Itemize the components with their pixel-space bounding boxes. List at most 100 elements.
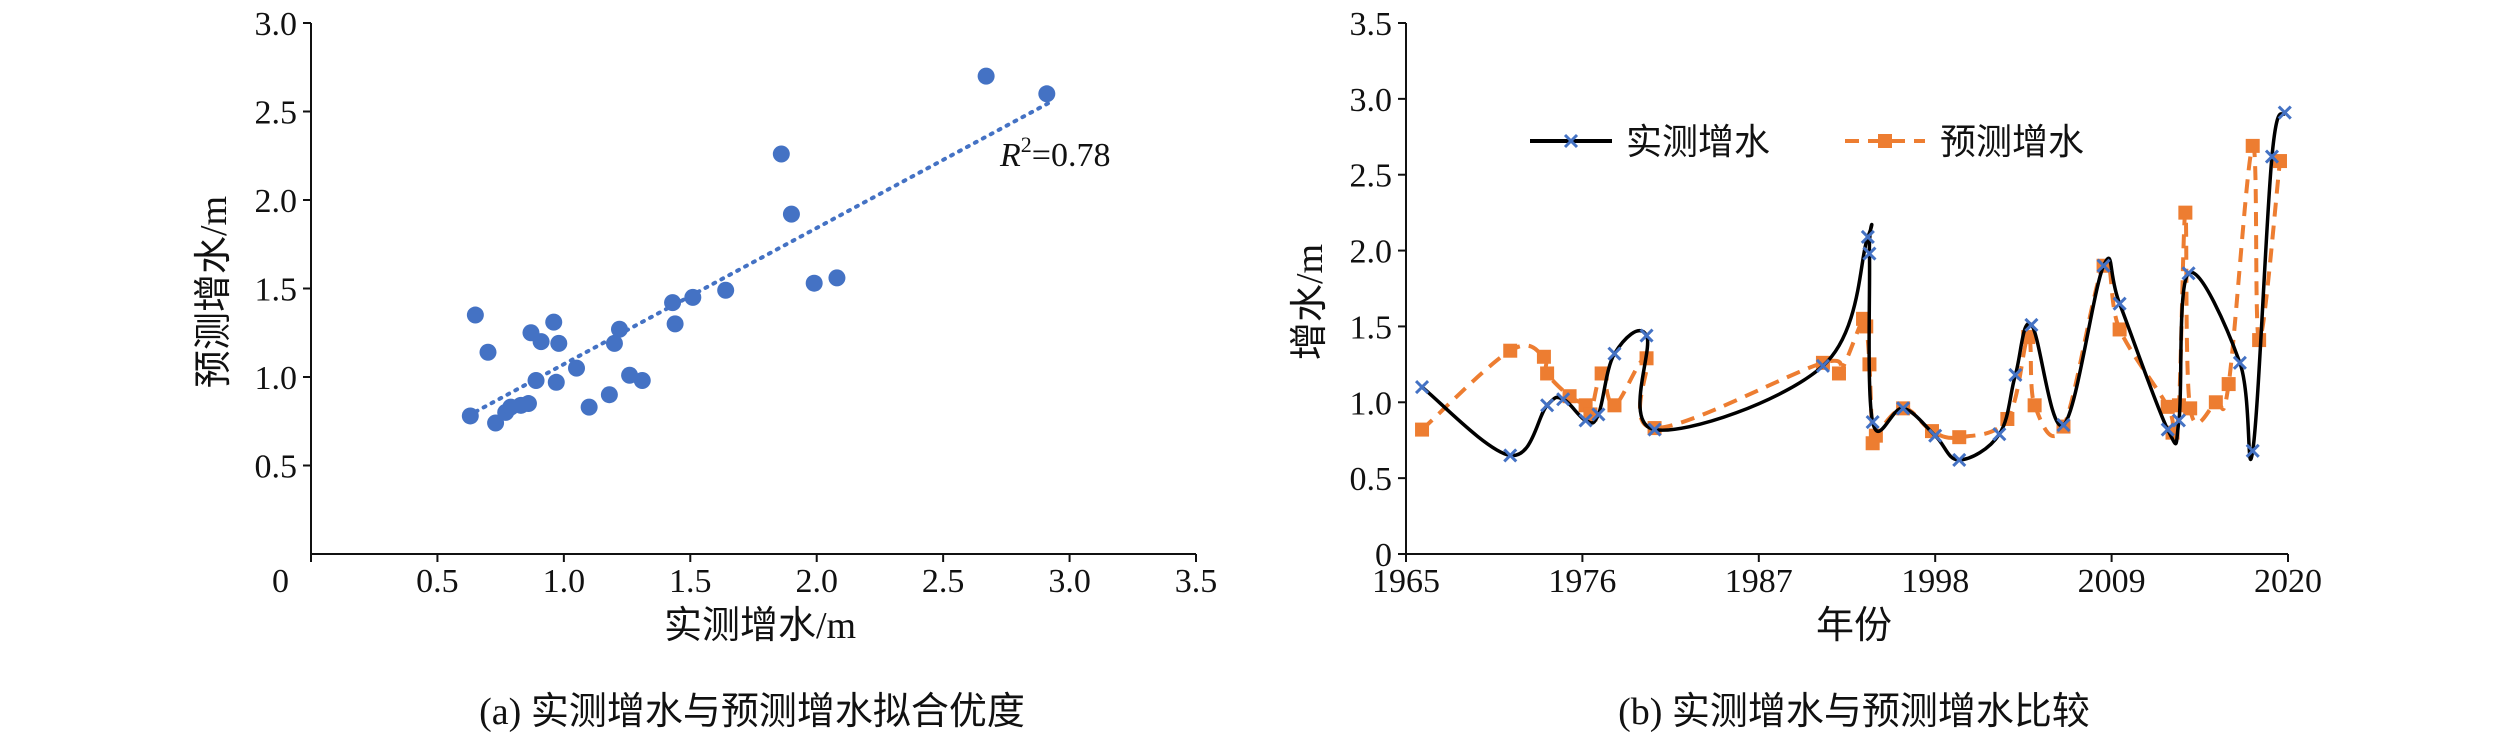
scatter-point — [805, 274, 823, 292]
marker-measured — [1503, 448, 1518, 463]
scatter-point — [600, 386, 618, 404]
scatter-point — [772, 145, 790, 163]
x-tick-label: 2009 — [2078, 563, 2146, 600]
marker-predicted — [1536, 349, 1551, 364]
scatter-point — [545, 313, 563, 331]
x-tick-label: 1.5 — [669, 563, 712, 600]
x-tick-label: 2020 — [2254, 563, 2322, 600]
marker-predicted — [2183, 401, 2198, 416]
y-tick-label: 2.0 — [1350, 234, 1393, 271]
y-tick-label: 2.5 — [255, 95, 298, 132]
x-tick-label: 1998 — [1901, 563, 1969, 600]
y-tick-label: 0.5 — [255, 449, 298, 486]
marker-measured — [1862, 246, 1877, 261]
marker-predicted — [2027, 398, 2042, 413]
legend-marker-measured — [1563, 133, 1579, 149]
y-tick-label: 3.0 — [1350, 82, 1393, 119]
x-tick-label: 1987 — [1725, 563, 1793, 600]
marker-predicted — [2160, 399, 2175, 414]
scatter-point — [547, 373, 565, 391]
y-tick-label: 2.0 — [255, 183, 298, 220]
marker-predicted — [1859, 319, 1874, 334]
scatter-point — [519, 395, 537, 413]
marker-predicted — [1952, 430, 1967, 445]
x-tick-label: 1976 — [1548, 563, 1616, 600]
marker-measured — [2264, 149, 2280, 164]
legend-label-predicted: 预测增水 — [1940, 122, 2084, 162]
marker-measured — [1815, 358, 1831, 373]
marker-measured — [2277, 105, 2292, 120]
trend-line — [465, 100, 1052, 418]
y-tick-label: 2.5 — [1350, 158, 1393, 195]
scatter-point — [568, 359, 585, 377]
marker-predicted — [2221, 377, 2236, 392]
scatter-point — [487, 414, 505, 432]
marker-measured — [2056, 417, 2071, 433]
marker-measured — [1607, 346, 1622, 361]
marker-measured — [1992, 427, 2007, 442]
marker-predicted — [1831, 366, 1846, 381]
scatter-point — [782, 205, 800, 223]
marker-measured — [1591, 407, 1606, 422]
scatter-point — [977, 67, 995, 85]
marker-predicted — [2272, 154, 2287, 169]
marker-predicted — [1415, 422, 1430, 437]
marker-measured — [1414, 380, 1430, 395]
marker-measured — [1540, 398, 1555, 413]
x-axis-title: 实测增水/m — [664, 605, 856, 647]
marker-measured — [2096, 258, 2111, 273]
y-tick-label: 3.5 — [1350, 6, 1393, 43]
marker-measured — [2112, 296, 2127, 311]
scatter-point — [610, 320, 628, 338]
x-tick-label: 1965 — [1372, 563, 1440, 600]
r-squared-annotation: R2=0.78 — [999, 132, 1110, 174]
marker-measured — [1865, 414, 1880, 430]
marker-measured — [2232, 355, 2247, 370]
y-tick-label: 1.0 — [255, 360, 298, 397]
series-line-measured — [1420, 111, 2287, 462]
scatter-point — [532, 333, 550, 351]
marker-predicted — [2245, 138, 2260, 153]
scatter-point — [479, 343, 497, 361]
marker-predicted — [2112, 322, 2127, 337]
x-axis-title: 年份 — [1816, 605, 1892, 647]
marker-measured — [1860, 229, 1875, 244]
marker-measured — [1639, 328, 1654, 343]
marker-measured — [2008, 367, 2023, 383]
caption-b: (b) 实测增水与预测增水比较 — [1618, 691, 2090, 733]
legend-label-measured: 实测增水 — [1626, 122, 1770, 162]
marker-measured — [1578, 413, 1593, 428]
marker-measured — [2171, 413, 2187, 428]
x-tick-label: 0.5 — [416, 563, 459, 600]
marker-measured — [1896, 401, 1911, 416]
scatter-point — [550, 334, 568, 352]
y-tick-label: 1.0 — [1350, 385, 1393, 422]
marker-measured — [2024, 317, 2039, 332]
x-tick-label: 0 — [272, 563, 289, 600]
scatter-panel: 0 0.5 1.0 1.5 2.0 2.5 3.0 3.5 0.5 1.0 1.5 2.0 2.5 3.0… — [193, 6, 1217, 733]
legend-marker-predicted — [1878, 134, 1892, 148]
y-tick-label: 3.0 — [255, 6, 298, 43]
marker-measured — [1928, 428, 1943, 443]
y-tick-label: 0 — [1375, 537, 1392, 574]
scatter-point — [828, 269, 846, 287]
marker-predicted — [1607, 398, 1622, 413]
marker-measured — [1556, 392, 1571, 407]
marker-measured — [2181, 266, 2196, 281]
line-panel: 1965 1976 1987 1998 2009 2020 0 0.5 1.0 1.5 2.0 2.5… — [1289, 6, 2322, 733]
y-axis-title: 增水/m — [1289, 244, 1331, 360]
y-tick-label: 0.5 — [1350, 461, 1393, 498]
marker-predicted — [2208, 395, 2223, 410]
x-tick-label: 2.0 — [795, 563, 838, 600]
x-tick-label: 2.5 — [922, 563, 965, 600]
marker-predicted — [1503, 343, 1518, 358]
scatter-point — [1038, 85, 1056, 103]
scatter-point — [666, 315, 684, 333]
scatter-point — [633, 372, 651, 390]
scatter-point — [580, 398, 598, 416]
marker-measured — [2245, 443, 2260, 458]
caption-a: (a) 实测增水与预测增水拟合优度 — [479, 691, 1025, 733]
y-tick-label: 1.5 — [1350, 309, 1393, 346]
marker-predicted — [1540, 366, 1555, 381]
